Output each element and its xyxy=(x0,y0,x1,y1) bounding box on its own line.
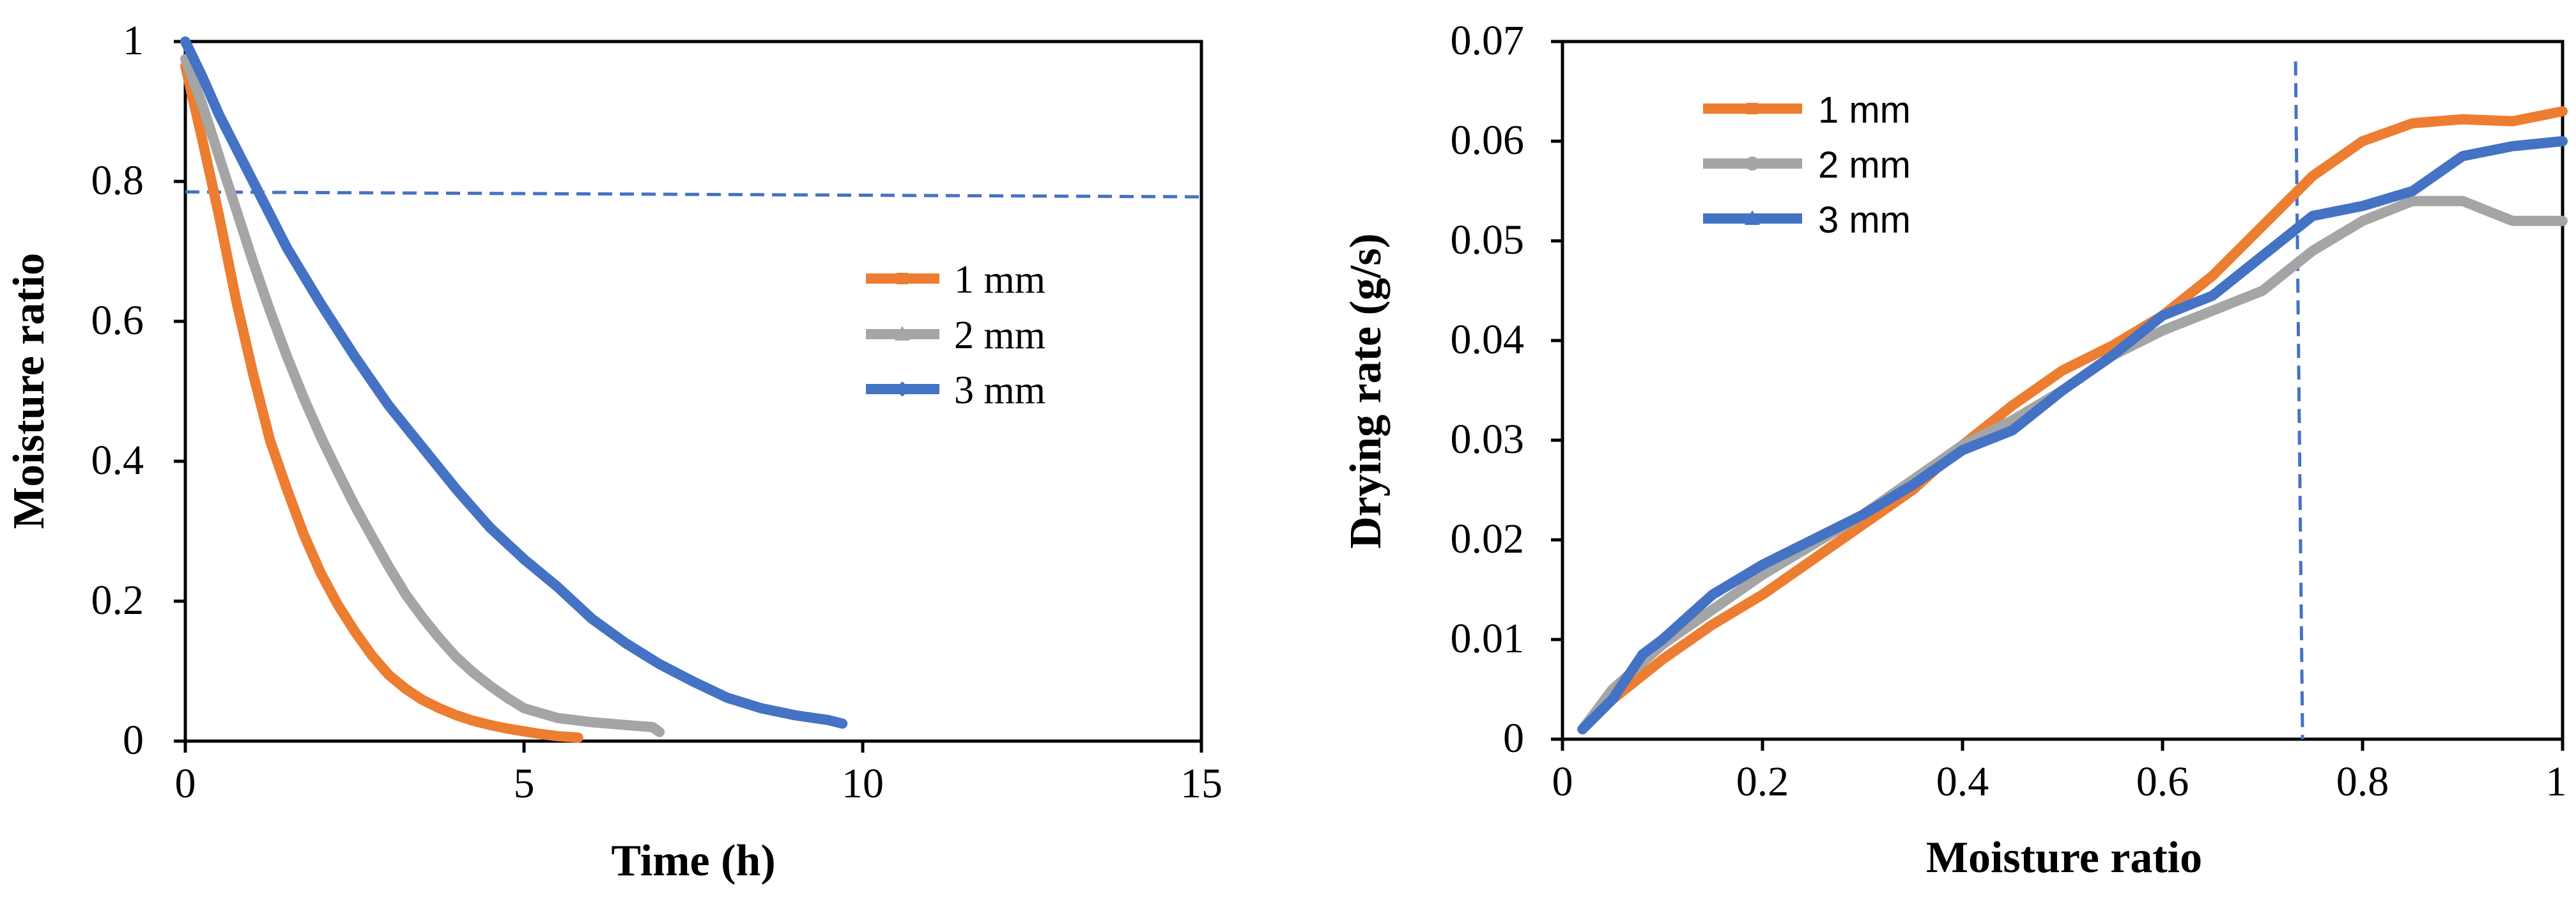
left-xtick-label: 10 xyxy=(842,760,884,807)
right-xtick-label: 1 xyxy=(2546,758,2567,805)
left-series-1mm xyxy=(180,61,583,743)
right-ytick-label: 0.05 xyxy=(1451,217,1525,263)
right-series-3mm xyxy=(1577,136,2568,735)
right-y-ticks: 0 0.01 0.02 0.03 0.04 0.05 0.06 0.07 xyxy=(1451,17,1562,762)
chart-right: 0 0.01 0.02 0.03 0.04 0.05 0.06 0.07 0 0… xyxy=(1341,17,2568,882)
right-series-1mm xyxy=(1577,106,2568,735)
left-plot-frame xyxy=(183,40,1203,743)
right-ytick-label: 0 xyxy=(1503,715,1524,762)
left-ytick-label: 0.4 xyxy=(91,437,144,484)
right-plot-frame xyxy=(1561,40,2564,741)
legend-label-3mm: 3 mm xyxy=(1818,199,1911,241)
right-xtick-label: 0.2 xyxy=(1736,758,1789,805)
right-xtick-label: 0.8 xyxy=(2336,758,2389,805)
right-ytick-label: 0.03 xyxy=(1451,416,1525,463)
legend-label-1mm: 1 mm xyxy=(1818,89,1911,131)
right-series-group xyxy=(1577,106,2568,735)
chart-left: 0 0.2 0.4 0.6 0.8 1 0 5 10 15 Time (h) M… xyxy=(4,17,1222,885)
left-ytick-label: 0 xyxy=(123,717,144,763)
right-x-axis-title: Moisture ratio xyxy=(1926,833,2202,882)
right-reference-line xyxy=(2294,61,2304,740)
legend-marker-square-icon xyxy=(897,273,908,284)
legend-marker-square-icon xyxy=(1747,103,1758,114)
left-xtick-label: 15 xyxy=(1180,760,1222,807)
legend-label-1mm: 1 mm xyxy=(954,258,1045,302)
left-y-axis-title: Moisture ratio xyxy=(4,253,54,529)
left-y-ticks: 0 0.2 0.4 0.6 0.8 1 xyxy=(91,17,185,763)
right-y-axis-title: Drying rate (g/s) xyxy=(1341,233,1391,549)
legend-label-2mm: 2 mm xyxy=(1818,144,1911,186)
right-xtick-label: 0.6 xyxy=(2136,758,2189,805)
legend-marker-circle-icon xyxy=(1745,157,1759,171)
left-ytick-label: 0.8 xyxy=(91,157,144,204)
right-xtick-label: 0.4 xyxy=(1936,758,1989,805)
right-legend: 1 mm 2 mm 3 mm xyxy=(1703,89,1911,241)
right-ytick-label: 0.07 xyxy=(1451,17,1525,64)
right-xtick-label: 0 xyxy=(1552,758,1573,805)
right-ytick-label: 0.02 xyxy=(1451,516,1525,562)
left-legend: 1 mm 2 mm 3 mm xyxy=(866,258,1045,412)
left-series-2mm xyxy=(180,54,665,737)
left-ytick-label: 0.2 xyxy=(91,577,144,624)
left-ytick-label: 0.6 xyxy=(91,297,144,344)
right-ytick-label: 0.06 xyxy=(1451,117,1525,164)
left-xtick-label: 5 xyxy=(514,760,535,807)
legend-marker-diamond-icon xyxy=(895,381,910,397)
legend-label-3mm: 3 mm xyxy=(954,369,1045,412)
left-reference-line xyxy=(185,190,1202,199)
left-ytick-label: 1 xyxy=(123,17,144,64)
left-x-axis-title: Time (h) xyxy=(611,836,775,885)
left-series-group xyxy=(180,36,848,743)
left-x-ticks: 0 5 10 15 xyxy=(175,741,1222,807)
legend-label-2mm: 2 mm xyxy=(954,314,1045,357)
left-xtick-label: 0 xyxy=(175,760,196,807)
right-x-ticks: 0 0.2 0.4 0.6 0.8 1 xyxy=(1552,739,2567,805)
right-ytick-label: 0.04 xyxy=(1451,316,1525,363)
legend-marker-triangle-icon xyxy=(895,326,910,341)
legend-marker-triangle-icon xyxy=(1745,210,1760,225)
right-ytick-label: 0.01 xyxy=(1451,615,1525,662)
left-series-3mm xyxy=(180,36,848,729)
